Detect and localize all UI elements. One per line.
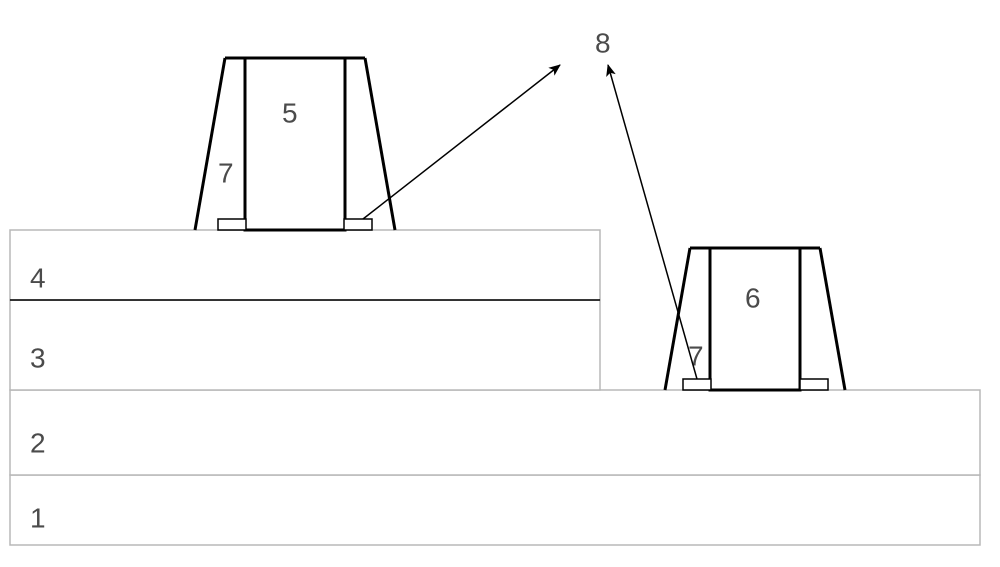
arrow-from-right-trap	[608, 65, 697, 379]
trap-left-label-1: 7	[218, 157, 234, 188]
trap-left: 57	[195, 58, 395, 230]
layer-2-label: 2	[30, 427, 46, 458]
trap-left-core	[245, 58, 345, 230]
trap-right-foot-0	[683, 379, 711, 390]
trap-left-foot-1	[344, 219, 372, 230]
layer-1-label: 1	[30, 502, 46, 533]
trap-right: 67	[665, 248, 845, 390]
trap-left-label-0: 5	[282, 97, 298, 128]
trap-left-foot-0	[218, 219, 246, 230]
layer-3	[10, 300, 600, 390]
layer-4	[10, 230, 600, 300]
layer-4-label: 4	[30, 262, 46, 293]
layer-2	[10, 390, 980, 475]
label-8: 8	[595, 27, 611, 58]
arrow-from-left-trap	[363, 65, 560, 219]
layer-1	[10, 475, 980, 545]
trap-right-foot-1	[800, 379, 828, 390]
layer-3-label: 3	[30, 342, 46, 373]
trap-right-core	[710, 248, 800, 390]
trap-right-label-0: 6	[745, 282, 761, 313]
